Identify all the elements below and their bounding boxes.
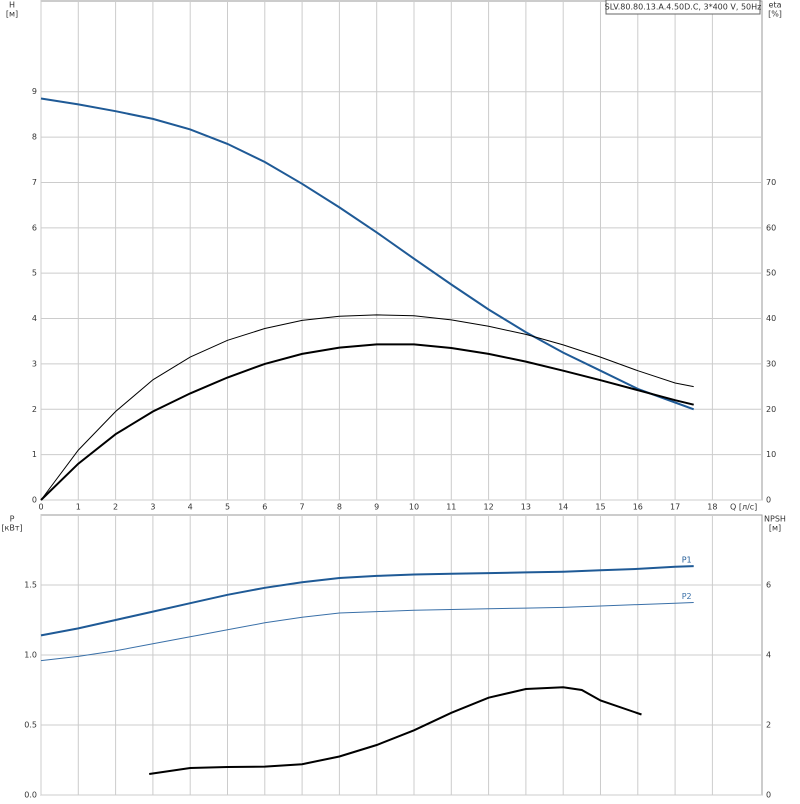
y2-axis-unit: [%] [768, 10, 782, 19]
y2-tick-label: 4 [766, 651, 771, 660]
y2-tick-label: 6 [766, 581, 771, 590]
x-tick-label: 17 [670, 503, 680, 512]
curve [40, 565, 694, 637]
y2-axis-label: NPSH [764, 515, 786, 524]
y-tick-label: 7 [32, 178, 37, 187]
curve [40, 602, 694, 662]
y2-tick-label: 2 [766, 721, 771, 730]
y-tick-label: 0.5 [24, 721, 37, 730]
y-tick-label: 6 [32, 223, 37, 232]
y-tick-label: 4 [32, 314, 37, 323]
y-tick-label: 0.0 [24, 791, 37, 800]
y2-tick-label: 60 [766, 223, 776, 232]
y2-tick-label: 50 [766, 269, 776, 278]
y2-tick-label: 40 [766, 314, 776, 323]
x-tick-label: 12 [484, 503, 494, 512]
y-tick-label: 3 [32, 359, 37, 368]
y2-tick-label: 70 [766, 178, 776, 187]
x-tick-label: 0 [38, 503, 43, 512]
y-tick-label: 1.5 [24, 581, 37, 590]
x-tick-label: 7 [300, 503, 305, 512]
x-tick-label: 6 [262, 503, 267, 512]
y-tick-label: 5 [32, 269, 37, 278]
y-axis-label: P [10, 515, 15, 524]
x-tick-label: 15 [595, 503, 605, 512]
y-axis-unit: [кВт] [1, 524, 22, 533]
y-tick-label: 1.0 [24, 651, 37, 660]
y2-tick-label: 0 [766, 791, 771, 800]
x-tick-label: 13 [521, 503, 531, 512]
y2-axis-unit: [м] [769, 524, 781, 533]
x-tick-label: 8 [337, 503, 342, 512]
x-tick-label: 18 [707, 503, 717, 512]
y2-axis-label: eta [769, 1, 782, 10]
x-tick-label: 11 [446, 503, 456, 512]
y-axis-unit: [м] [6, 10, 18, 19]
x-tick-label: 1 [76, 503, 81, 512]
y-tick-label: 2 [32, 405, 37, 414]
x-tick-label: 3 [150, 503, 155, 512]
curve [40, 97, 695, 411]
y-tick-label: 1 [32, 450, 37, 459]
curve [149, 686, 642, 775]
y-tick-label: 9 [32, 87, 37, 96]
y2-tick-label: 0 [766, 496, 771, 505]
curve [40, 343, 694, 501]
x-tick-label: 2 [113, 503, 118, 512]
title-box [605, 0, 761, 15]
chart-title: SLV.80.80.13.A.4.50D.C, 3*400 V, 50Hz [605, 3, 762, 12]
x-tick-label: 5 [225, 503, 230, 512]
x-tick-label: 9 [374, 503, 379, 512]
curve [40, 314, 694, 501]
x-tick-label: 14 [558, 503, 568, 512]
x-axis-label: Q [л/с] [730, 503, 757, 512]
x-tick-label: 10 [409, 503, 419, 512]
x-tick-label: 4 [188, 503, 193, 512]
y-axis-label: H [9, 1, 15, 10]
y2-tick-label: 30 [766, 359, 776, 368]
series-label: P1 [682, 556, 692, 565]
x-tick-label: 16 [633, 503, 643, 512]
y2-tick-label: 10 [766, 450, 776, 459]
y2-tick-label: 20 [766, 405, 776, 414]
y-tick-label: 8 [32, 133, 37, 142]
y-tick-label: 0 [32, 496, 37, 505]
series-label: P2 [682, 592, 692, 601]
